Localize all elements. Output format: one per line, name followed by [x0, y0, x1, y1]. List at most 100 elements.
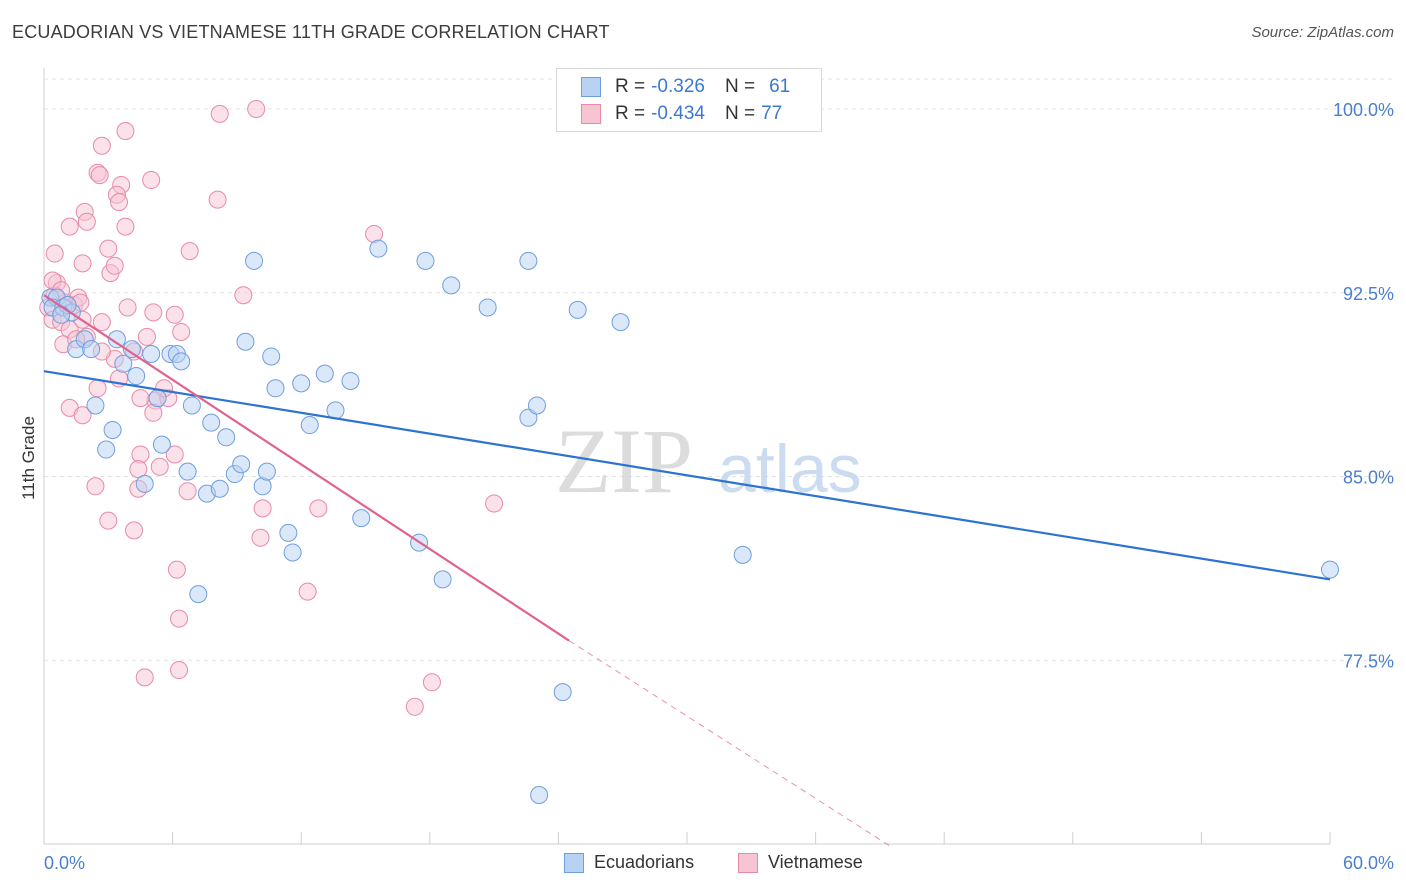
axis-labels: 77.5% 85.0% 92.5% 100.0% 0.0% 60.0% 11th Grade [19, 100, 1394, 873]
ecuadorian-point [530, 786, 549, 804]
ecuadorian-point [416, 251, 435, 270]
vietnamese-point [253, 499, 272, 518]
ecuadorian-point [142, 345, 161, 363]
legend-n-value: 61 [769, 76, 791, 97]
vietnamese-point [77, 212, 96, 231]
bottom-legend-label-vietnamese: Vietnamese [768, 852, 863, 872]
vietnamese-point [92, 136, 111, 155]
ecuadorian-point [527, 396, 546, 415]
ecuadorian-point [315, 364, 334, 383]
watermark-atlas: atlas [718, 431, 862, 507]
watermark: ZIP atlas [555, 410, 862, 512]
vietnamese-point [118, 298, 137, 317]
ecuadorian-point [519, 251, 538, 270]
bottom-legend-ecuadorians[interactable]: Ecuadorians [564, 852, 694, 873]
vietnamese-point [422, 673, 441, 692]
ecuadorian-point [172, 352, 191, 371]
ecuadorian-point [107, 330, 126, 349]
ecuadorian-point [733, 545, 752, 564]
vietnamese-point [210, 104, 229, 123]
vietnamese-point [45, 244, 64, 263]
vietnamese-point [73, 406, 92, 425]
ecuadorian-point [210, 479, 229, 498]
vietnamese-trend-line [43, 294, 570, 642]
legend-row-ecuadorians: R = -0.326 N = 61 [581, 74, 790, 100]
watermark-zip: ZIP [555, 410, 693, 512]
ecuadorian-point [114, 354, 133, 373]
vietnamese-point [131, 389, 150, 408]
vietnamese-trend-extension [568, 640, 891, 847]
y-tick-label: 85.0% [1343, 468, 1394, 488]
ecuadorian-point [442, 276, 461, 295]
vietnamese-point [131, 445, 150, 464]
ecuadorian-point [182, 396, 201, 415]
vietnamese-point [170, 609, 189, 628]
vietnamese-point [142, 171, 161, 190]
legend-swatch-ecuadorians [581, 77, 601, 97]
legend-swatch-vietnamese [581, 104, 601, 124]
ecuadorian-point [103, 420, 122, 439]
vietnamese-point [116, 122, 135, 141]
stats-legend: R = -0.326 N = 61 R = -0.434 N = 77 [556, 68, 822, 132]
vietnamese-point [251, 528, 270, 547]
vietnamese-point [99, 511, 118, 530]
vietnamese-point [90, 166, 109, 185]
vietnamese-point [178, 482, 197, 501]
ecuadorian-point [122, 340, 141, 359]
y-axis-title: 11th Grade [19, 416, 38, 500]
ecuadorian-point [86, 396, 105, 415]
vietnamese-point [73, 254, 92, 273]
ecuadorian-point [283, 543, 302, 562]
vietnamese-point [144, 303, 163, 322]
ecuadorian-point [202, 413, 221, 432]
vietnamese-point [170, 661, 189, 680]
bottom-legend-label-ecuadorians: Ecuadorians [594, 852, 695, 872]
legend-n-label: N = [724, 103, 756, 124]
y-tick-label: 92.5% [1343, 284, 1394, 304]
source-credit: Source: ZipAtlas.com [1251, 24, 1394, 41]
ecuadorian-point [568, 300, 587, 319]
ecuadorian-point [611, 313, 630, 332]
ecuadorian-point [135, 474, 154, 493]
vietnamese-point [247, 100, 266, 118]
bottom-legend-vietnamese[interactable]: Vietnamese [738, 852, 863, 873]
vietnamese-point [298, 582, 317, 601]
ecuadorian-point [1321, 560, 1339, 579]
y-tick-label: 100.0% [1333, 100, 1394, 120]
ecuadorian-point [152, 435, 171, 454]
ecuadorian-point [232, 455, 251, 474]
ecuadorian-trend-line [43, 370, 1331, 581]
grid-layer [44, 78, 1392, 661]
ecuadorian-point [236, 332, 255, 351]
vietnamese-point [88, 379, 107, 398]
vietnamese-point [92, 313, 111, 332]
axes-layer [43, 68, 1331, 845]
ecuadorian-point [553, 683, 572, 702]
ecuadorian-points [41, 239, 1339, 804]
ecuadorian-point [217, 428, 236, 447]
vietnamese-point [135, 668, 154, 687]
ecuadorian-point [178, 462, 197, 481]
legend-r-label: R = [615, 103, 646, 124]
ecuadorian-point [257, 462, 276, 481]
ecuadorian-point [369, 239, 388, 258]
trend-lines [43, 294, 1331, 847]
ecuadorian-point [82, 340, 101, 359]
y-tick-label: 77.5% [1343, 651, 1394, 671]
x-tick-label: 60.0% [1343, 853, 1394, 873]
ecuadorian-point [262, 347, 281, 366]
legend-r-value: -0.326 [651, 76, 705, 97]
ecuadorian-point [341, 371, 360, 390]
vietnamese-point [125, 521, 144, 540]
ecuadorian-point [352, 509, 371, 528]
vietnamese-point [485, 494, 504, 513]
vietnamese-point [165, 305, 184, 324]
legend-r-value: -0.434 [651, 103, 705, 124]
legend-n-label: N = [724, 76, 756, 97]
ecuadorian-point [245, 251, 264, 270]
vietnamese-point [60, 217, 79, 236]
ecuadorian-point [189, 585, 208, 604]
bottom-legend-swatch-vietnamese [738, 852, 758, 873]
ecuadorian-point [148, 389, 167, 408]
